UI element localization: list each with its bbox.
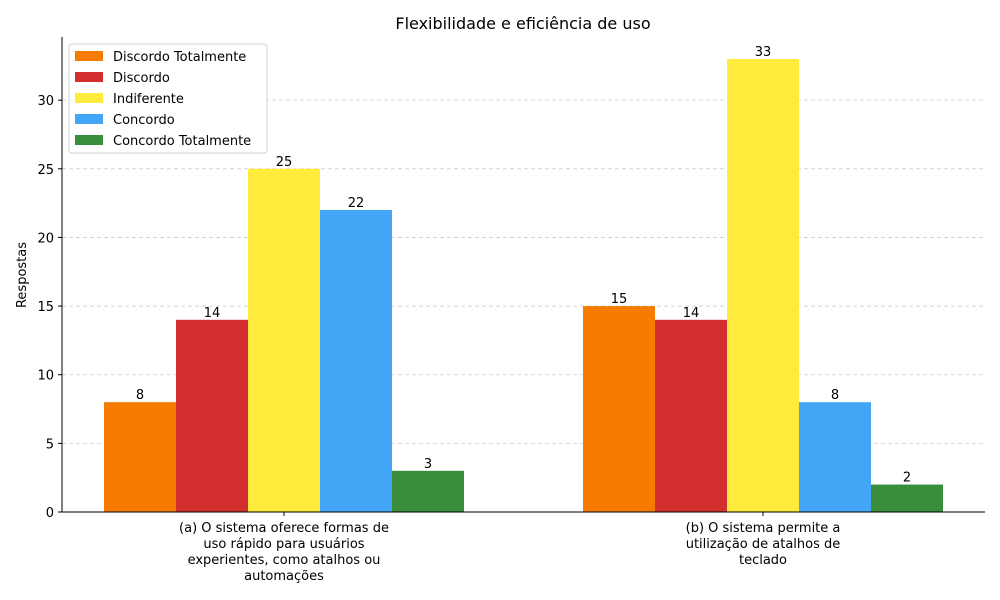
data-label: 8 bbox=[136, 388, 144, 403]
bar-1-1 bbox=[655, 319, 727, 512]
y-ticks: 0 5 10 15 20 25 30 bbox=[37, 94, 62, 521]
bar-0-2 bbox=[248, 168, 320, 512]
x-category-label: automações bbox=[244, 569, 324, 584]
bar-0-1 bbox=[176, 319, 248, 512]
y-tick-label: 10 bbox=[37, 369, 54, 384]
bars bbox=[104, 58, 943, 513]
data-label: 3 bbox=[424, 457, 432, 472]
bar-1-4 bbox=[871, 484, 943, 512]
x-category-label: (b) O sistema permite a bbox=[686, 521, 841, 536]
x-category-label: uso rápido para usuários bbox=[203, 537, 364, 552]
data-label: 14 bbox=[683, 306, 700, 321]
bar-1-0 bbox=[583, 306, 655, 512]
bar-0-3 bbox=[320, 209, 392, 513]
legend-swatch bbox=[75, 135, 103, 145]
bar-1-2 bbox=[727, 58, 799, 512]
x-category-label: experientes, como atalhos ou bbox=[188, 553, 381, 568]
legend-entry: Concordo bbox=[113, 113, 175, 128]
bar-0-0 bbox=[104, 402, 176, 512]
data-label: 25 bbox=[276, 155, 293, 170]
data-label: 15 bbox=[611, 292, 628, 307]
data-label: 33 bbox=[755, 45, 772, 60]
legend-swatch bbox=[75, 93, 103, 103]
y-tick-label: 15 bbox=[37, 300, 54, 315]
x-category-label: teclado bbox=[739, 553, 787, 568]
y-axis-label: Respostas bbox=[15, 242, 30, 308]
y-tick-label: 20 bbox=[37, 231, 54, 246]
legend-swatch bbox=[75, 72, 103, 82]
data-labels: 8 15 14 14 25 33 22 8 3 2 bbox=[136, 45, 911, 486]
data-label: 22 bbox=[348, 196, 365, 211]
legend: Discordo Totalmente Discordo Indiferente Co… bbox=[68, 43, 268, 154]
y-tick-label: 0 bbox=[46, 506, 54, 521]
chart-title: Flexibilidade e eficiência de uso bbox=[395, 14, 650, 33]
axes bbox=[61, 37, 985, 513]
bar-1-3 bbox=[799, 402, 871, 512]
data-label: 14 bbox=[204, 306, 221, 321]
x-category-label: (a) O sistema oferece formas de bbox=[179, 521, 389, 536]
bar-0-4 bbox=[392, 470, 464, 512]
legend-swatch bbox=[75, 51, 103, 61]
legend-entry: Discordo bbox=[113, 71, 170, 86]
legend-entry: Indiferente bbox=[113, 92, 184, 107]
legend-box bbox=[68, 43, 268, 154]
legend-entry: Discordo Totalmente bbox=[113, 50, 246, 65]
x-category-label: utilização de atalhos de bbox=[686, 537, 841, 552]
y-tick-label: 5 bbox=[46, 437, 54, 452]
data-label: 2 bbox=[903, 471, 911, 486]
legend-entry: Concordo Totalmente bbox=[113, 134, 251, 149]
data-label: 8 bbox=[831, 388, 839, 403]
legend-swatch bbox=[75, 114, 103, 124]
y-tick-label: 30 bbox=[37, 94, 54, 109]
y-tick-label: 25 bbox=[37, 163, 54, 178]
